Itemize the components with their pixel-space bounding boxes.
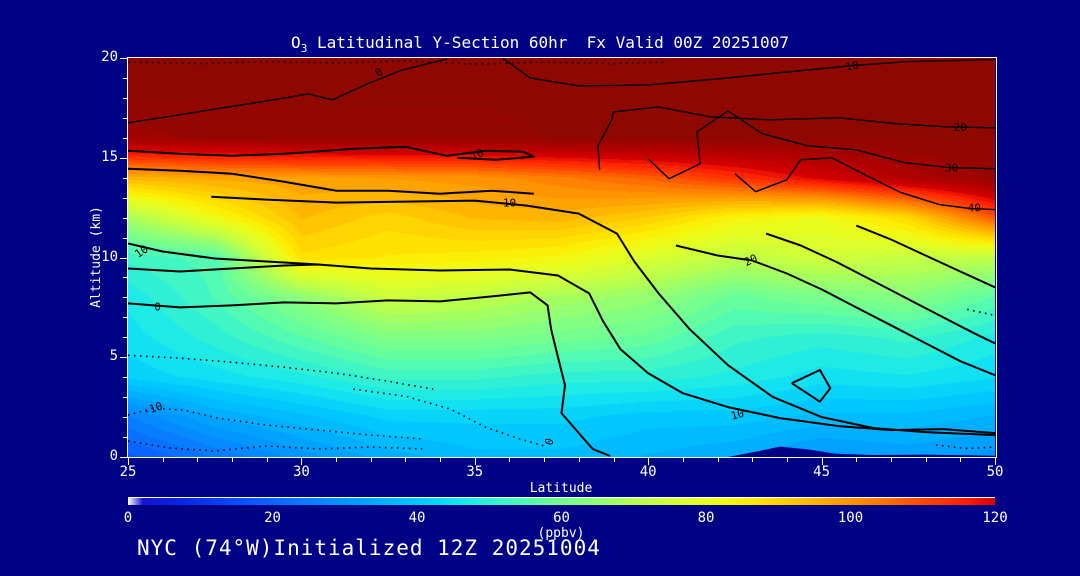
axis-tick <box>197 458 198 462</box>
axis-tick <box>123 238 127 239</box>
title-species-subscript: 3 <box>300 42 308 56</box>
x-tick-label: 30 <box>292 464 310 480</box>
axis-tick <box>123 397 127 398</box>
title-species: O <box>291 33 301 52</box>
axis-tick <box>123 98 127 99</box>
axis-tick <box>123 437 127 438</box>
axis-tick <box>123 138 127 139</box>
colorbar <box>128 497 995 505</box>
axis-tick <box>752 458 753 462</box>
axis-tick <box>120 58 127 59</box>
axis-tick <box>123 377 127 378</box>
axis-tick <box>123 277 127 278</box>
axis-tick <box>371 458 372 462</box>
axis-tick <box>440 458 441 462</box>
colorbar-tick-label: 80 <box>697 510 715 526</box>
axis-tick <box>123 178 127 179</box>
colorbar-tick-label: 40 <box>408 510 426 526</box>
axis-tick <box>120 357 127 358</box>
axis-tick <box>123 317 127 318</box>
axis-tick <box>123 337 127 338</box>
colorbar-tick-label: 100 <box>837 510 864 526</box>
colorbar-tick-label: 120 <box>982 510 1008 526</box>
x-tick-label: 25 <box>119 464 137 480</box>
axis-tick <box>544 458 545 462</box>
axis-tick <box>787 458 788 462</box>
axis-tick <box>995 458 996 465</box>
colorbar-units: (ppbv) <box>537 526 585 541</box>
axis-tick <box>856 458 857 462</box>
x-tick-label: 45 <box>813 464 831 480</box>
axis-tick <box>926 458 927 462</box>
axis-tick <box>123 218 127 219</box>
y-tick-label: 10 <box>101 248 118 265</box>
axis-tick <box>475 458 476 465</box>
axis-tick <box>120 158 127 159</box>
colorbar-tick-label: 60 <box>553 510 570 526</box>
axis-tick <box>123 417 127 418</box>
axis-tick <box>123 118 127 119</box>
axis-tick <box>614 458 615 462</box>
axis-tick <box>301 458 302 465</box>
axis-tick <box>336 458 337 462</box>
axis-tick <box>960 458 961 462</box>
axis-tick <box>822 458 823 465</box>
colorbar-tick-label: 0 <box>123 510 133 526</box>
axis-tick <box>128 458 129 465</box>
axis-tick <box>120 258 127 259</box>
plot-title: O3 Latitudinal Y-Section 60hr Fx Valid 0… <box>0 33 1080 55</box>
axis-tick <box>579 458 580 462</box>
y-tick-label: 15 <box>101 148 118 165</box>
axis-tick <box>891 458 892 462</box>
x-tick-label: 50 <box>986 464 1004 480</box>
axis-tick <box>163 458 164 462</box>
x-axis-label: Latitude <box>529 481 593 496</box>
axis-tick <box>718 458 719 462</box>
footer-init-text: NYC (74°W)Initialized 12Z 20251004 <box>137 536 601 560</box>
axis-tick <box>120 457 127 458</box>
axis-tick <box>123 297 127 298</box>
ozone-filled-contour-canvas <box>128 58 995 457</box>
x-tick-label: 35 <box>466 464 484 480</box>
axis-tick <box>267 458 268 462</box>
axis-tick <box>123 198 127 199</box>
axis-tick <box>683 458 684 462</box>
y-tick-label: 5 <box>109 348 118 365</box>
axis-tick <box>123 78 127 79</box>
axis-tick <box>405 458 406 462</box>
axis-tick <box>509 458 510 462</box>
y-tick-label: 20 <box>101 49 118 65</box>
axis-tick <box>232 458 233 462</box>
colorbar-tick-label: 20 <box>264 510 281 526</box>
x-tick-label: 40 <box>639 464 657 480</box>
title-text: Latitudinal Y-Section 60hr Fx Valid 00Z … <box>307 33 789 52</box>
y-tick-label: 0 <box>109 448 118 464</box>
axis-tick <box>648 458 649 465</box>
